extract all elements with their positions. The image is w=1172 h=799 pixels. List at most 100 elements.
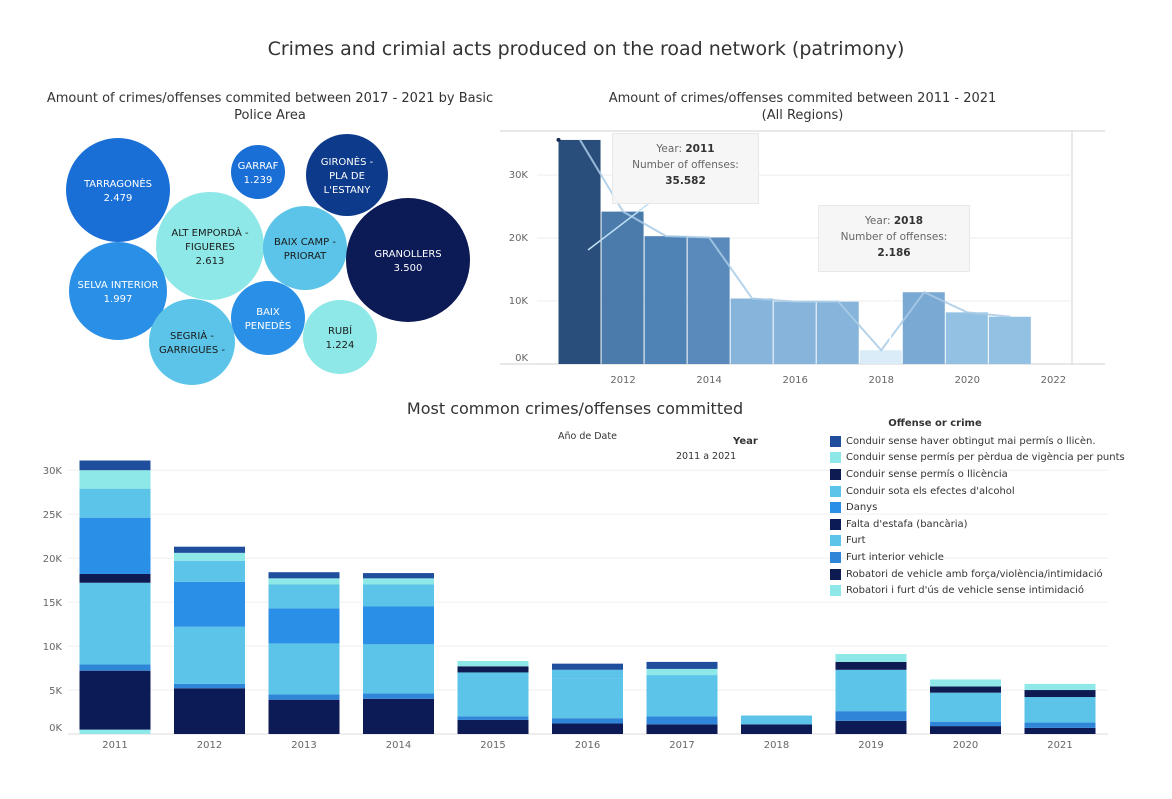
stack-segment-2012-12[interactable] <box>174 560 245 582</box>
stack-segment-2020-5[interactable] <box>930 726 1001 734</box>
bubble-9[interactable] <box>303 300 377 374</box>
year-bar-2014[interactable] <box>687 237 730 364</box>
year-bar-2016[interactable] <box>773 301 816 364</box>
bubble-2[interactable] <box>306 134 388 216</box>
legend-item-3[interactable]: Conduir sota els efectes d'alcohol <box>830 483 1130 500</box>
stack-segment-2020-13[interactable] <box>930 679 1001 687</box>
bubble-0[interactable] <box>66 138 170 242</box>
bubble-label: ALT EMPORDÀ - <box>171 226 249 239</box>
stack-segment-2012-8[interactable] <box>174 626 245 684</box>
stack-segment-2019-13[interactable] <box>835 653 907 662</box>
stack-segment-2021-9[interactable] <box>1024 690 1096 698</box>
stack-segment-2011-12[interactable] <box>79 488 151 518</box>
legend-item-1[interactable]: Conduir sense permís per pèrdua de vigèn… <box>830 450 1130 467</box>
stack-segment-2021-13[interactable] <box>1024 683 1096 691</box>
stack-segment-2019-8[interactable] <box>835 669 907 712</box>
tooltip-offenses-label: Number of offenses: <box>632 159 739 171</box>
stack-segment-2013-5[interactable] <box>268 699 340 734</box>
stack-segment-2018-5[interactable] <box>741 724 812 734</box>
stack-segment-2016-7[interactable] <box>552 718 623 724</box>
stack-segment-2014-7[interactable] <box>363 693 434 699</box>
stack-segment-2014-12[interactable] <box>363 584 434 607</box>
x-tick-label: 2022 <box>1041 375 1066 386</box>
legend-item-9[interactable]: Robatori i furt d'ús de vehicle sense in… <box>830 582 1130 599</box>
year-bar-2021[interactable] <box>988 316 1031 364</box>
stack-segment-2015-7[interactable] <box>457 716 529 720</box>
stack-segment-2011-14[interactable] <box>79 460 151 471</box>
stack-segment-2013-13[interactable] <box>268 578 340 585</box>
stack-segment-2015-5[interactable] <box>457 719 529 734</box>
stack-segment-2011-7[interactable] <box>79 664 151 671</box>
stack-segment-2017-7[interactable] <box>646 716 718 725</box>
stack-segment-2012-10[interactable] <box>174 581 245 627</box>
legend-item-6[interactable]: Furt <box>830 533 1130 550</box>
stack-segment-2017-8[interactable] <box>646 675 718 717</box>
year-bar-2019[interactable] <box>902 292 945 364</box>
stack-segment-2013-8[interactable] <box>268 643 340 695</box>
year-filter-range[interactable]: 2011 a 2021 <box>676 451 737 462</box>
stack-segment-2021-5[interactable] <box>1024 727 1096 734</box>
stack-segment-2017-14[interactable] <box>646 661 718 669</box>
stack-segment-2019-9[interactable] <box>835 661 907 670</box>
stack-segment-2011-13[interactable] <box>79 470 151 489</box>
stack-segment-2013-12[interactable] <box>268 584 340 609</box>
stack-segment-2016-14[interactable] <box>552 663 623 670</box>
stack-segment-2016-12[interactable] <box>552 669 623 679</box>
year-bar-2011[interactable] <box>558 139 601 364</box>
stack-segment-2017-13[interactable] <box>646 668 718 676</box>
stack-segment-2012-13[interactable] <box>174 552 245 561</box>
stack-segment-2019-5[interactable] <box>835 720 907 734</box>
year-bar-2013[interactable] <box>644 236 687 364</box>
legend-item-4[interactable]: Danys <box>830 499 1130 516</box>
stack-segment-2018-8[interactable] <box>741 715 812 725</box>
bubble-8[interactable] <box>149 299 235 385</box>
bubble-7[interactable] <box>231 281 305 355</box>
stack-segment-2020-9[interactable] <box>930 686 1001 693</box>
stack-segment-2014-13[interactable] <box>363 578 434 585</box>
stack-segment-2016-8[interactable] <box>552 678 623 719</box>
bubble-3[interactable] <box>156 192 264 300</box>
stack-segment-2011-1[interactable] <box>79 729 151 734</box>
stack-segment-2011-9[interactable] <box>79 573 151 583</box>
stack-segment-2019-7[interactable] <box>835 711 907 721</box>
stack-segment-2015-13[interactable] <box>457 661 529 667</box>
legend-item-2[interactable]: Conduir sense permís o llicència <box>830 466 1130 483</box>
stack-segment-2013-7[interactable] <box>268 694 340 700</box>
stack-segment-2014-8[interactable] <box>363 644 434 694</box>
stack-segment-2020-8[interactable] <box>930 692 1001 722</box>
stack-segment-2014-14[interactable] <box>363 573 434 579</box>
stack-segment-2014-5[interactable] <box>363 698 434 734</box>
stack-segment-2016-5[interactable] <box>552 723 623 734</box>
stack-segment-2013-14[interactable] <box>268 572 340 579</box>
y-tick-label: 0K <box>49 723 62 734</box>
x-tick-label: 2016 <box>782 375 807 386</box>
stack-segment-2011-5[interactable] <box>79 670 151 730</box>
stack-segment-2021-7[interactable] <box>1024 722 1096 728</box>
bubble-6[interactable] <box>69 242 167 340</box>
stack-segment-2012-7[interactable] <box>174 683 245 689</box>
stack-segment-2017-5[interactable] <box>646 724 718 734</box>
bubble-5[interactable] <box>346 198 470 322</box>
legend-item-0[interactable]: Conduir sense haver obtingut mai permís … <box>830 433 1130 450</box>
stack-segment-2011-10[interactable] <box>79 517 151 574</box>
stack-segment-2012-5[interactable] <box>174 688 245 734</box>
bubble-4[interactable] <box>263 206 347 290</box>
bubble-label: PRIORAT <box>284 251 327 262</box>
year-bar-2018[interactable] <box>859 350 902 364</box>
stack-segment-2015-9[interactable] <box>457 666 529 673</box>
stack-segment-2021-8[interactable] <box>1024 697 1096 723</box>
legend-item-8[interactable]: Robatori de vehicle amb força/violència/… <box>830 566 1130 583</box>
year-bar-2020[interactable] <box>945 312 988 364</box>
stack-segment-2020-7[interactable] <box>930 721 1001 727</box>
legend-item-5[interactable]: Falta d'estafa (bancària) <box>830 516 1130 533</box>
stack-segment-2014-10[interactable] <box>363 606 434 645</box>
year-bar-2017[interactable] <box>816 301 859 364</box>
year-bar-2015[interactable] <box>730 298 773 364</box>
stack-segment-2015-8[interactable] <box>457 672 529 717</box>
legend-item-7[interactable]: Furt interior vehicle <box>830 549 1130 566</box>
year-bar-2012[interactable] <box>601 211 644 364</box>
stack-segment-2013-10[interactable] <box>268 608 340 644</box>
stack-segment-2011-8[interactable] <box>79 582 151 665</box>
bubble-1[interactable] <box>231 145 285 199</box>
stack-segment-2012-14[interactable] <box>174 546 245 553</box>
